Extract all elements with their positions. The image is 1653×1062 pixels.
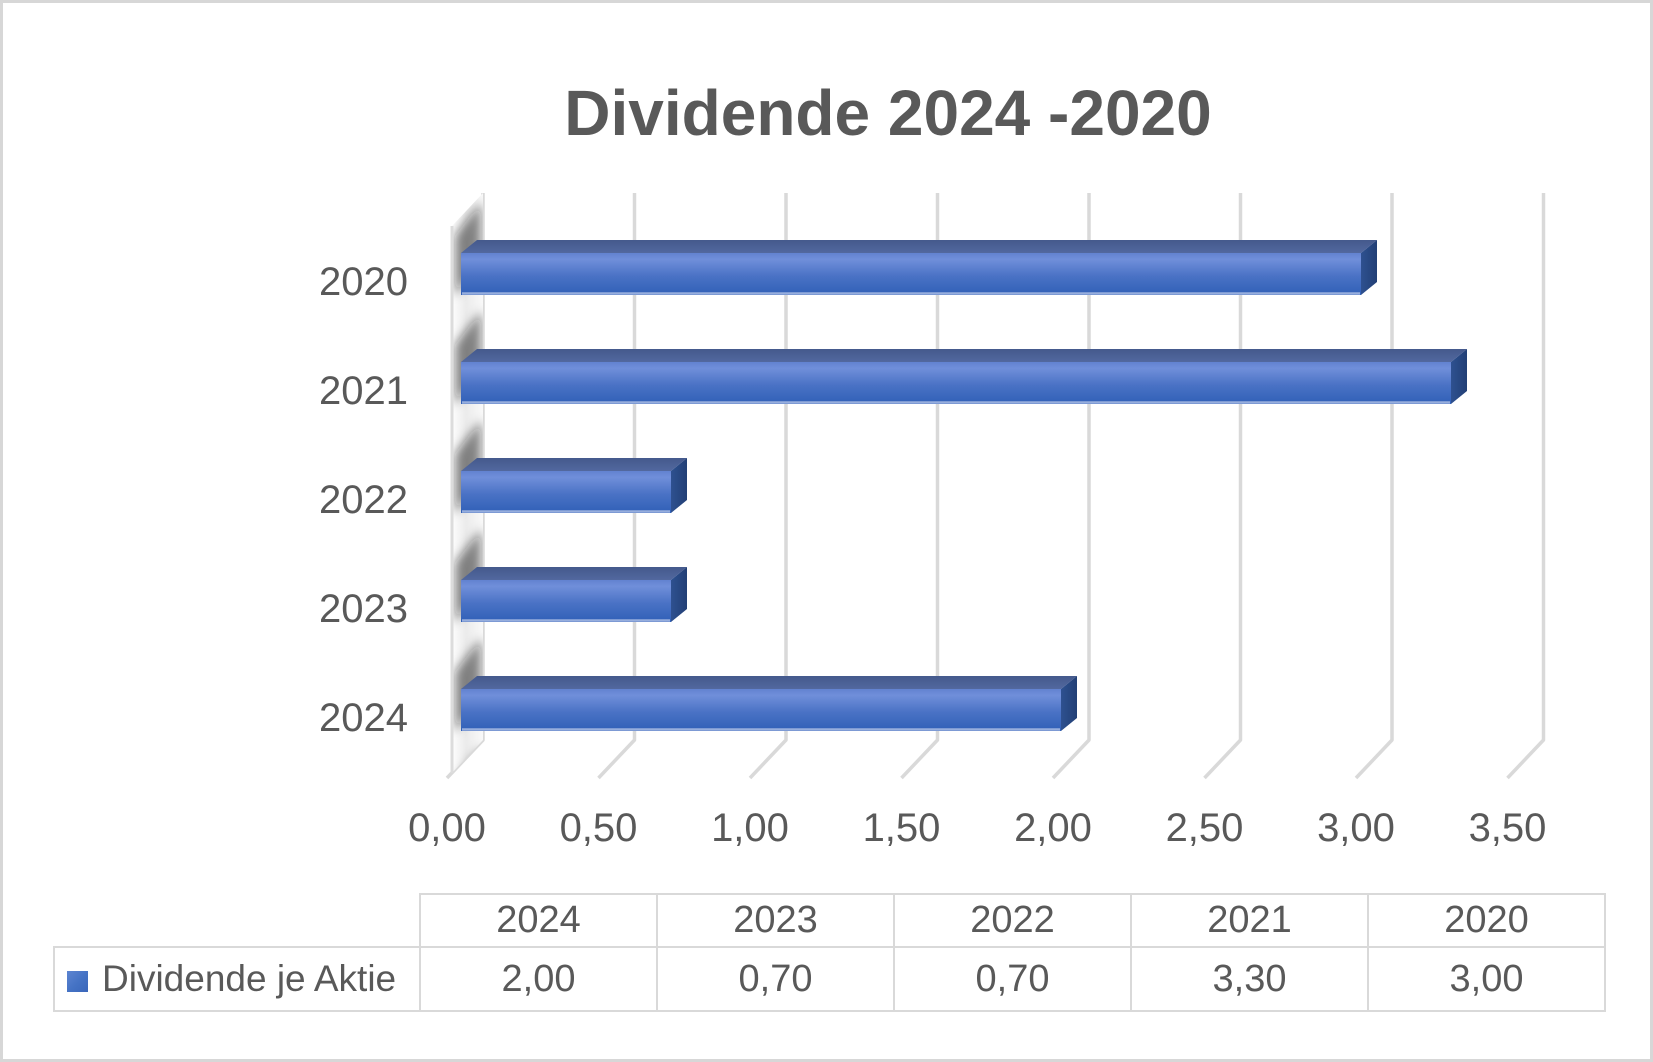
dividend-bar-chart: Dividende 2024 -2020 0,00 0,50 1,00 1,50 2,00… (319, 77, 1546, 850)
x-tick-label: 1,00 (711, 806, 789, 850)
table-header-row: 2024 2023 2022 2021 2020 (54, 893, 1606, 948)
category-label: 2022 (319, 478, 408, 522)
bar-2021 (461, 349, 1467, 404)
bar-top-face (461, 240, 1377, 253)
bar-front-face (461, 253, 1361, 295)
bar-2023 (461, 567, 687, 622)
category-label: 2020 (319, 260, 408, 304)
bar-top-face (461, 676, 1077, 689)
bar-top-face (461, 458, 687, 471)
x-tick-label: 2,50 (1166, 806, 1244, 850)
table-corner-spacer (54, 894, 420, 947)
bar-end-face (1061, 676, 1077, 731)
legend-cell: Dividende je Aktie (53, 946, 421, 1012)
category-label: 2023 (319, 587, 408, 631)
gridlines: 0,00 0,50 1,00 1,50 2,00 2,50 3,00 3,50 (408, 193, 1546, 850)
table-value-cell: 3,00 (1367, 946, 1606, 1012)
x-tick-label: 3,00 (1317, 806, 1395, 850)
table-header-year: 2023 (656, 893, 895, 948)
table-value-cell: 0,70 (893, 946, 1132, 1012)
bar-end-face (1361, 240, 1377, 295)
table-header-year: 2021 (1130, 893, 1369, 948)
legend-label: Dividende je Aktie (102, 958, 397, 999)
bar-front-face (461, 689, 1061, 731)
x-tick-label: 3,50 (1469, 806, 1547, 850)
bar-front-face (461, 471, 671, 513)
x-tick-label: 0,50 (560, 806, 638, 850)
bar-2020 (461, 240, 1377, 295)
bar-top-face (461, 349, 1467, 362)
x-tick-label: 1,50 (863, 806, 941, 850)
table-header-year: 2024 (419, 893, 658, 948)
data-table: 2024 2023 2022 2021 2020 Dividende je Aktie … (53, 893, 1606, 1012)
bar-front-face (461, 362, 1451, 404)
table-header-year: 2020 (1367, 893, 1606, 948)
table-value-cell: 2,00 (419, 946, 658, 1012)
bar-top-face (461, 567, 687, 580)
legend-marker-icon (67, 971, 88, 992)
table-value-cell: 0,70 (656, 946, 895, 1012)
gridline (1506, 193, 1546, 780)
bar-end-face (671, 567, 687, 622)
table-value-row: Dividende je Aktie 2,00 0,70 0,70 3,30 3,00 (53, 946, 1606, 1012)
table-value-cell: 3,30 (1130, 946, 1369, 1012)
table-header-year: 2022 (893, 893, 1132, 948)
bar-2022 (461, 458, 687, 513)
chart-title: Dividende 2024 -2020 (564, 77, 1211, 149)
bar-end-face (1451, 349, 1467, 404)
category-label: 2021 (319, 369, 408, 413)
category-label: 2024 (319, 696, 408, 740)
bar-2024 (461, 676, 1077, 731)
x-tick-label: 2,00 (1014, 806, 1092, 850)
x-tick-label: 0,00 (408, 806, 486, 850)
bar-front-face (461, 580, 671, 622)
bar-end-face (671, 458, 687, 513)
